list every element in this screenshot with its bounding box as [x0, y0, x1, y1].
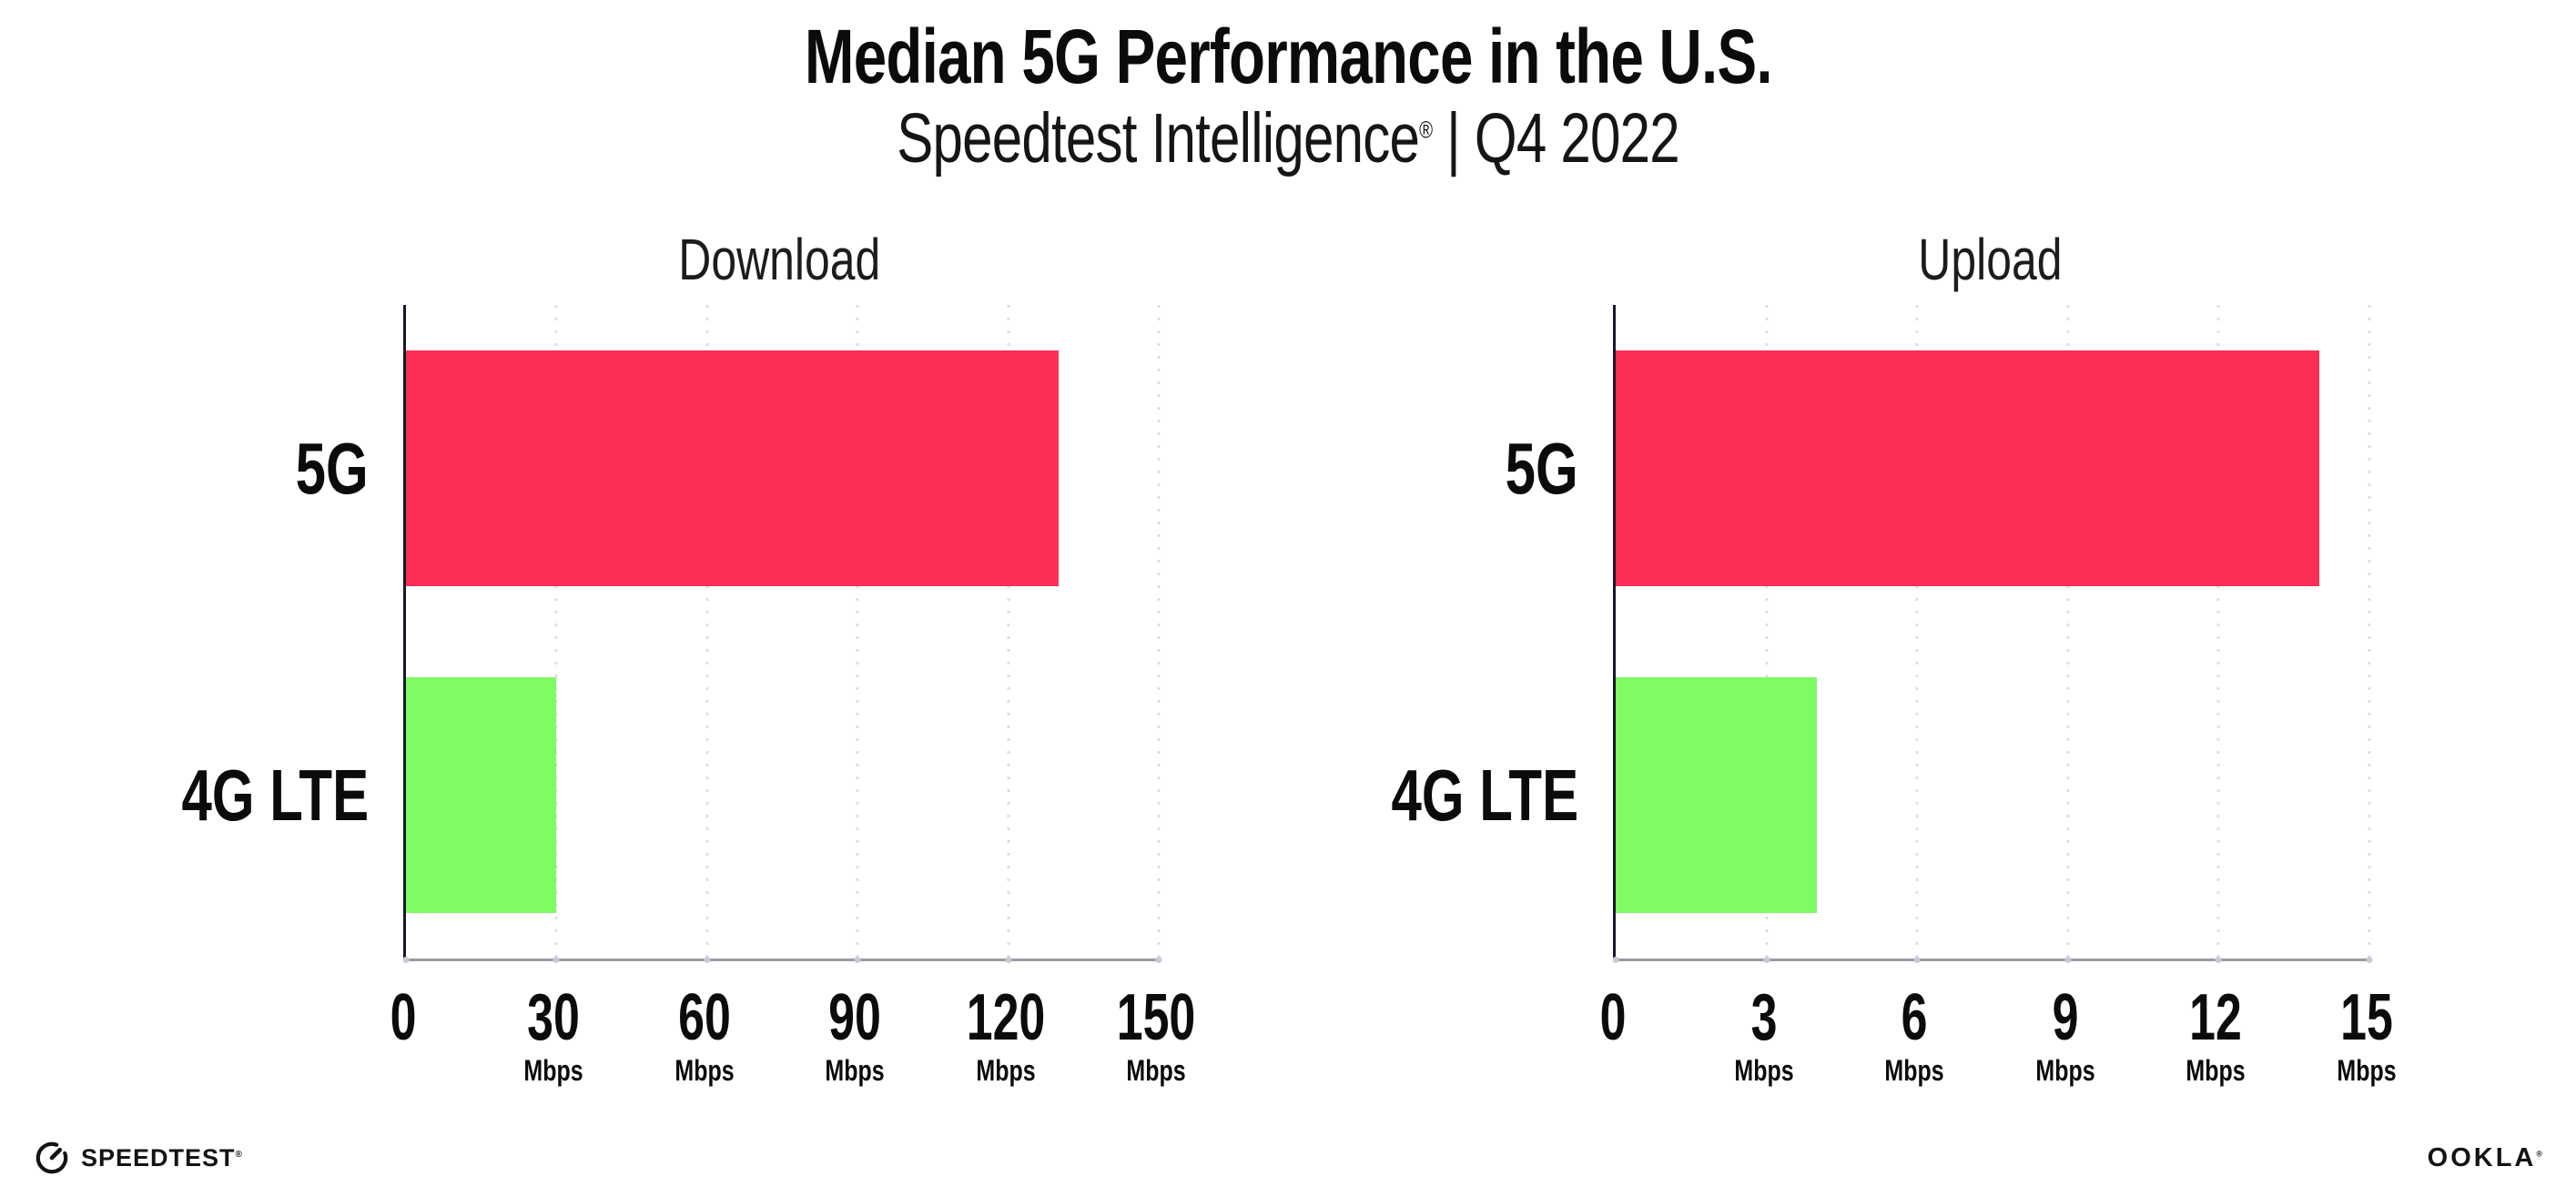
- tick-mark-download-150: [1155, 957, 1162, 963]
- tick-label-upload-15: 15: [2340, 981, 2393, 1054]
- tick-label-download-30: 30: [527, 981, 581, 1054]
- bar-4g-lte-upload: [1616, 677, 1817, 913]
- chart-title-upload: Upload: [1917, 227, 2063, 292]
- registered-mark: ®: [1419, 116, 1433, 144]
- category-label-4g-lte-upload: 4G LTE: [1391, 754, 1578, 836]
- gridline-download-30: [554, 305, 558, 959]
- tick-mark-upload-15: [2366, 957, 2373, 963]
- tick-label-download-90: 90: [828, 981, 882, 1054]
- subtitle-brand: Speedtest Intelligence: [897, 99, 1420, 178]
- ookla-wordmark: OOKLA®: [2427, 1142, 2545, 1172]
- tick-unit-upload-3: Mbps: [1734, 1054, 1794, 1087]
- gridline-upload-6: [1915, 305, 1919, 959]
- gridline-upload-3: [1765, 305, 1769, 959]
- gridline-download-90: [856, 305, 859, 959]
- tick-label-upload-6: 6: [1901, 981, 1928, 1054]
- ookla-logo: OOKLA®: [2428, 1143, 2545, 1172]
- tick-label-download-150: 150: [1116, 981, 1196, 1054]
- tick-unit-download-150: Mbps: [1126, 1054, 1186, 1087]
- page-subtitle: Speedtest Intelligence® | Q4 2022: [0, 98, 2576, 179]
- tick-unit-download-60: Mbps: [674, 1054, 735, 1087]
- tick-mark-download-0: [402, 957, 410, 963]
- speedtest-logo: SPEEDTEST®: [33, 1138, 243, 1178]
- tick-label-upload-0: 0: [1599, 981, 1627, 1054]
- tick-mark-upload-3: [1763, 957, 1770, 963]
- tick-unit-download-90: Mbps: [825, 1054, 885, 1087]
- tick-unit-download-120: Mbps: [976, 1054, 1036, 1087]
- tick-label-upload-9: 9: [2052, 981, 2079, 1054]
- bar-5g-download: [406, 350, 1059, 586]
- gridline-upload-15: [2368, 305, 2371, 959]
- plot-area-download: [402, 305, 1162, 963]
- category-label-5g-download: 5G: [295, 427, 369, 509]
- tick-unit-upload-12: Mbps: [2186, 1054, 2246, 1087]
- tick-mark-download-90: [854, 957, 861, 963]
- bar-5g-upload: [1616, 350, 2319, 586]
- tick-mark-download-120: [1005, 957, 1012, 963]
- tick-label-upload-12: 12: [2189, 981, 2243, 1054]
- category-label-4g-lte-download: 4G LTE: [181, 754, 369, 836]
- tick-unit-upload-15: Mbps: [2337, 1054, 2397, 1087]
- tick-label-upload-3: 3: [1750, 981, 1778, 1054]
- gridline-download-150: [1157, 305, 1161, 959]
- gridline-upload-12: [2216, 305, 2220, 959]
- plot-area-upload: [1612, 305, 2373, 963]
- tick-unit-upload-9: Mbps: [2035, 1054, 2095, 1087]
- gridline-upload-9: [2066, 305, 2070, 959]
- category-label-5g-upload: 5G: [1505, 427, 1578, 509]
- tick-mark-upload-6: [1913, 957, 1921, 963]
- tick-mark-upload-0: [1612, 957, 1619, 963]
- gridline-download-120: [1007, 305, 1010, 959]
- speedtest-registered-mark: ®: [235, 1149, 243, 1160]
- tick-label-download-0: 0: [390, 981, 417, 1054]
- tick-mark-download-60: [704, 957, 711, 963]
- bar-4g-lte-download: [406, 677, 557, 913]
- speedtest-gauge-icon: [33, 1139, 71, 1177]
- tick-unit-upload-6: Mbps: [1884, 1054, 1944, 1087]
- chart-title-download: Download: [678, 227, 881, 292]
- tick-unit-download-30: Mbps: [523, 1054, 583, 1087]
- speedtest-wordmark: SPEEDTEST®: [81, 1143, 243, 1172]
- tick-label-download-60: 60: [677, 981, 731, 1054]
- gridline-download-60: [705, 305, 709, 959]
- subtitle-period: | Q4 2022: [1432, 99, 1679, 178]
- page-title: Median 5G Performance in the U.S.: [0, 13, 2576, 101]
- tick-mark-download-30: [553, 957, 560, 963]
- ookla-registered-mark: ®: [2536, 1148, 2545, 1158]
- tick-label-download-120: 120: [966, 981, 1045, 1054]
- tick-mark-upload-9: [2064, 957, 2072, 963]
- tick-mark-upload-12: [2215, 957, 2222, 963]
- page-title-text: Median 5G Performance in the U.S.: [804, 14, 1773, 99]
